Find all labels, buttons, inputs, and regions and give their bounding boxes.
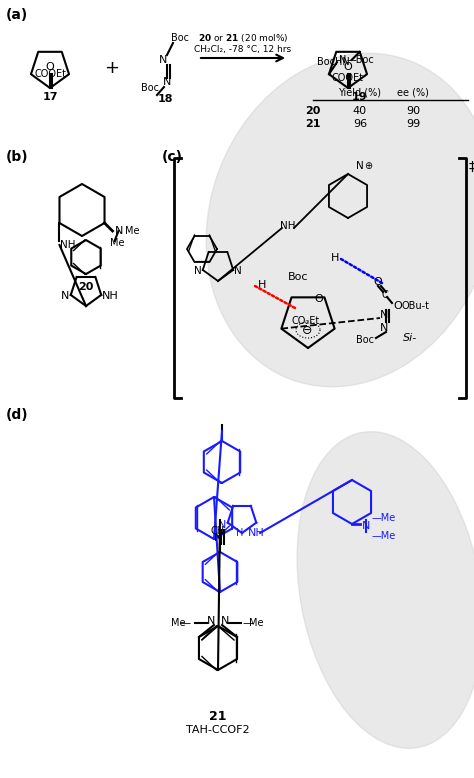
Text: N: N (339, 55, 346, 65)
Text: 96: 96 (353, 119, 367, 129)
Text: —Me: —Me (372, 531, 396, 541)
Text: 20: 20 (78, 282, 94, 292)
Text: Me: Me (125, 226, 139, 236)
Text: NH: NH (102, 291, 119, 301)
Text: ⊖: ⊖ (302, 324, 312, 337)
Text: O: O (314, 294, 323, 304)
Text: 21: 21 (305, 119, 321, 129)
Text: N: N (115, 226, 123, 236)
Text: —: — (243, 618, 254, 628)
Text: 40: 40 (353, 106, 367, 116)
Text: Boc: Boc (141, 83, 159, 93)
Text: COOEt: COOEt (332, 73, 364, 83)
Text: CH: CH (211, 526, 225, 536)
Text: H: H (331, 253, 339, 263)
Text: OBu-t: OBu-t (402, 301, 430, 311)
Text: 99: 99 (406, 119, 420, 129)
Text: H: H (237, 528, 244, 538)
Text: ⊕: ⊕ (364, 161, 372, 171)
Text: (a): (a) (6, 8, 28, 22)
Text: O: O (393, 301, 402, 311)
Text: $\mathbf{20}$ or $\mathbf{21}$ (20 mol%): $\mathbf{20}$ or $\mathbf{21}$ (20 mol%) (198, 32, 288, 44)
Text: 19: 19 (352, 92, 368, 102)
Text: Me: Me (249, 618, 264, 628)
Text: CH₂Cl₂, -78 °C, 12 hrs: CH₂Cl₂, -78 °C, 12 hrs (194, 45, 292, 54)
Text: COOEt: COOEt (35, 69, 67, 79)
Text: Boc: Boc (171, 33, 189, 43)
Text: —Me: —Me (372, 513, 396, 523)
Text: Me: Me (171, 618, 185, 628)
Text: N: N (356, 161, 364, 171)
FancyArrowPatch shape (201, 54, 283, 61)
Text: N: N (159, 55, 167, 65)
Text: N: N (362, 521, 370, 531)
Ellipse shape (297, 432, 474, 748)
Text: N: N (219, 520, 227, 530)
Text: Si-: Si- (403, 333, 417, 343)
Text: NH: NH (280, 221, 296, 231)
Text: +: + (104, 59, 119, 77)
Text: Yield (%): Yield (%) (338, 87, 382, 97)
Text: N: N (380, 310, 388, 320)
Text: Boc: Boc (288, 272, 308, 282)
Text: N: N (214, 533, 222, 543)
Text: N: N (60, 291, 69, 301)
Text: —Boc: —Boc (347, 55, 375, 65)
Text: O: O (344, 62, 352, 72)
Text: (d): (d) (6, 408, 28, 422)
Text: BocHN: BocHN (317, 57, 350, 67)
Text: 21: 21 (209, 710, 227, 723)
Text: (b): (b) (6, 150, 28, 164)
Text: TAH-CCOF2: TAH-CCOF2 (186, 725, 250, 735)
Text: O: O (46, 62, 55, 72)
Text: Me: Me (109, 238, 124, 248)
Text: 18: 18 (157, 94, 173, 104)
Text: CO₂Et: CO₂Et (292, 316, 319, 326)
Text: C: C (382, 290, 388, 300)
Text: Boc: Boc (356, 335, 374, 345)
Text: NH: NH (61, 240, 76, 250)
Text: NH: NH (248, 528, 265, 538)
Text: N: N (380, 323, 388, 333)
Text: ee (%): ee (%) (397, 87, 429, 97)
Ellipse shape (206, 53, 474, 387)
Text: 90: 90 (406, 106, 420, 116)
Text: —: — (180, 618, 191, 628)
Text: N: N (234, 266, 242, 276)
Text: H: H (258, 280, 266, 290)
Text: 17: 17 (42, 92, 58, 102)
Text: (c): (c) (162, 150, 183, 164)
Text: O: O (374, 277, 383, 287)
Text: N: N (221, 616, 229, 626)
Text: 20: 20 (305, 106, 321, 116)
Text: ‡: ‡ (469, 160, 474, 174)
Text: N: N (163, 77, 171, 87)
Text: N: N (194, 266, 202, 276)
Text: N: N (207, 616, 215, 626)
